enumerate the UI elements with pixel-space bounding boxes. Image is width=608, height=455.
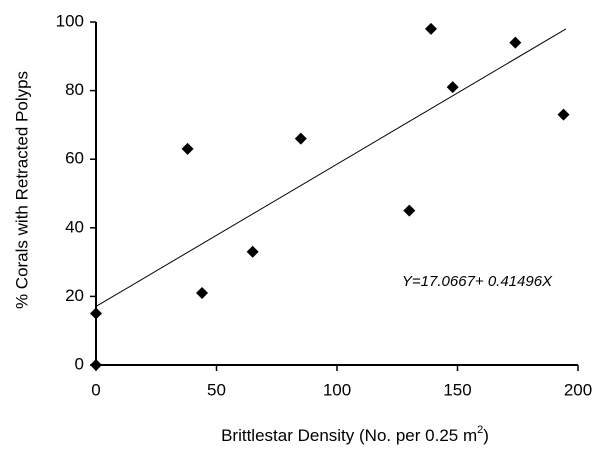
y-tick-label: 0 [75, 354, 84, 373]
x-axis-label-suffix: ) [483, 426, 489, 445]
data-point [90, 307, 102, 320]
data-point [196, 286, 209, 299]
data-point [403, 204, 416, 217]
equation-annotation: Y=17.0667+ 0.41496X [402, 273, 553, 290]
data-point [90, 359, 102, 371]
data-point [246, 245, 259, 258]
y-tick-label: 40 [65, 217, 84, 236]
x-tick-label: 100 [323, 380, 351, 399]
data-point [509, 36, 522, 49]
x-tick-label: 150 [443, 380, 471, 399]
data-point [294, 132, 307, 145]
x-tick-label: 50 [207, 380, 226, 399]
y-tick-label: 60 [65, 149, 84, 168]
x-tick-label: 200 [564, 380, 592, 399]
y-tick-label: 100 [56, 11, 84, 30]
y-tick-label: 80 [65, 80, 84, 99]
y-axis-label: % Corals with Retracted Polyps [12, 71, 31, 309]
x-axis-label-sup: 2 [477, 424, 483, 436]
regression-line [95, 28, 567, 307]
data-point [424, 22, 437, 35]
data-point [446, 81, 459, 94]
x-axis-label: Brittlestar Density (No. per 0.25 m2) [221, 424, 489, 446]
data-point [181, 142, 194, 155]
y-tick-label: 20 [65, 286, 84, 305]
data-point [557, 108, 570, 121]
x-tick-label: 0 [91, 380, 100, 399]
x-axis-label-text: Brittlestar Density (No. per 0.25 m [221, 426, 477, 445]
